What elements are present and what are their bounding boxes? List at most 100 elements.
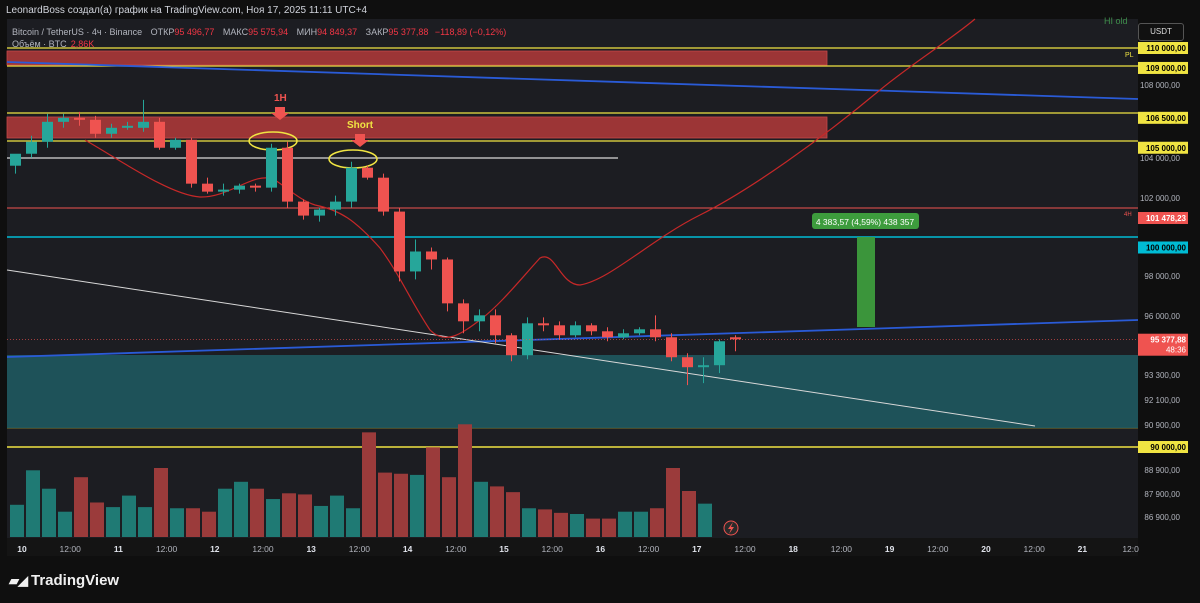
volume-bar (250, 488, 264, 537)
symbol-info: Bitcoin / TetherUS · 4ч · Binance ОТКР95… (12, 27, 507, 37)
price-label-box (1138, 241, 1188, 254)
candle (666, 337, 677, 358)
volume-bar (554, 512, 568, 537)
volume-bar (282, 493, 296, 537)
author-line: LeonardBoss создал(а) график на TradingV… (6, 5, 368, 16)
volume-bar (42, 488, 56, 537)
x-tick-label: 12:00 (252, 544, 274, 554)
candle (698, 365, 709, 368)
volume-bar (202, 511, 216, 537)
open-value: 95 496,77 (174, 27, 215, 37)
volume-bar (570, 514, 584, 537)
candle (522, 323, 533, 356)
candles (10, 99, 741, 386)
volume-bar (378, 472, 392, 537)
volume-bar (474, 481, 488, 537)
volume-bar (602, 518, 616, 537)
4h-label: 4H (1124, 212, 1132, 218)
pl-label: PL (1125, 52, 1134, 59)
volume-bar (154, 468, 168, 537)
candle (474, 315, 485, 322)
candle (26, 141, 37, 154)
countdown-label: 48:36 (1166, 346, 1187, 355)
price-label-box (1138, 111, 1188, 124)
y-tick-label: 96 000,00 (1144, 312, 1180, 321)
candle (442, 259, 453, 304)
x-tick-label: 12:00 (349, 544, 371, 554)
x-tick-label: 12 (210, 544, 220, 554)
volume-bar (106, 507, 120, 537)
candle (714, 341, 725, 366)
y-tick-label: 86 900,00 (1144, 513, 1180, 522)
measure-label-box (812, 213, 919, 229)
candle (106, 127, 117, 134)
price-label-box (1138, 441, 1188, 453)
price-label: 105 000,00 (1146, 144, 1187, 153)
volume-bar (682, 491, 696, 537)
candle (458, 303, 469, 322)
candle (170, 139, 181, 148)
volume-bar (170, 508, 184, 537)
candle (250, 185, 261, 188)
x-tick-label: 14 (403, 544, 413, 554)
volume-bar (698, 503, 712, 537)
candle (506, 335, 517, 356)
x-tick-label: 16 (596, 544, 606, 554)
x-tick-label: 12:00 (734, 544, 756, 554)
red-indicator-curve (84, 18, 976, 339)
y-tick-label: 104 000,00 (1140, 154, 1181, 163)
x-tick-label: 18 (788, 544, 798, 554)
x-tick-label: 12:00 (638, 544, 660, 554)
label-1h: 1H (274, 93, 287, 104)
blue-trendline-top (6, 61, 1139, 100)
volume-bar (506, 492, 520, 537)
arrow-down-icon-1h (271, 107, 289, 120)
candle (410, 251, 421, 272)
low-value: 94 849,37 (317, 27, 358, 37)
y-tick-label: 98 000,00 (1144, 272, 1180, 281)
candle (154, 121, 165, 148)
volume-label: Объём · BTC (12, 39, 67, 49)
measure-bar[interactable] (857, 237, 875, 327)
x-tick-label: 11 (114, 544, 123, 554)
candle (138, 121, 149, 128)
y-tick-label: 90 900,00 (1144, 421, 1180, 430)
candle (74, 117, 85, 120)
x-tick-label: 12:00 (445, 544, 467, 554)
candle (234, 185, 245, 190)
volume-bar (330, 495, 344, 537)
price-label: 110 000,00 (1146, 44, 1186, 53)
currency-button[interactable]: USDT (1138, 23, 1184, 41)
candle (602, 331, 613, 338)
x-tick-label: 10 (17, 544, 27, 554)
candle (186, 139, 197, 184)
candle (90, 119, 101, 134)
volume-bar (490, 486, 504, 537)
volume-bar (314, 505, 328, 537)
x-tick-label: 20 (981, 544, 991, 554)
volume-value: 2,86K (70, 39, 95, 49)
volume-bar (666, 468, 680, 537)
candle (570, 325, 581, 336)
tradingview-logo: ▰◢ TradingView (9, 572, 120, 589)
x-axis: 10 12:00 11 12:00 12 12:00 13 12:00 14 12:00 15 12:… (17, 544, 1139, 554)
volume-bar (186, 508, 200, 537)
candle (58, 117, 69, 122)
volume-bar (266, 499, 280, 537)
candle (10, 153, 21, 166)
volume-bar (426, 447, 440, 537)
close-value: 95 377,88 (388, 27, 429, 37)
candle (42, 121, 53, 142)
volume-bar (410, 474, 424, 537)
tv-logo-icon: ▰◢ (9, 573, 28, 588)
y-tick-label: 92 100,00 (1144, 396, 1180, 405)
volume-info: Объём · BTC 2,86K (12, 39, 94, 49)
candle (298, 201, 309, 216)
volume-bar (586, 518, 600, 537)
symbol-title[interactable]: Bitcoin / TetherUS · 4ч · Binance (12, 27, 143, 37)
high-value: 95 575,94 (248, 27, 289, 37)
white-trendline (6, 269, 1036, 427)
x-tick-label: 12:00 (156, 544, 178, 554)
x-tick-label: 12:00 (831, 544, 853, 554)
